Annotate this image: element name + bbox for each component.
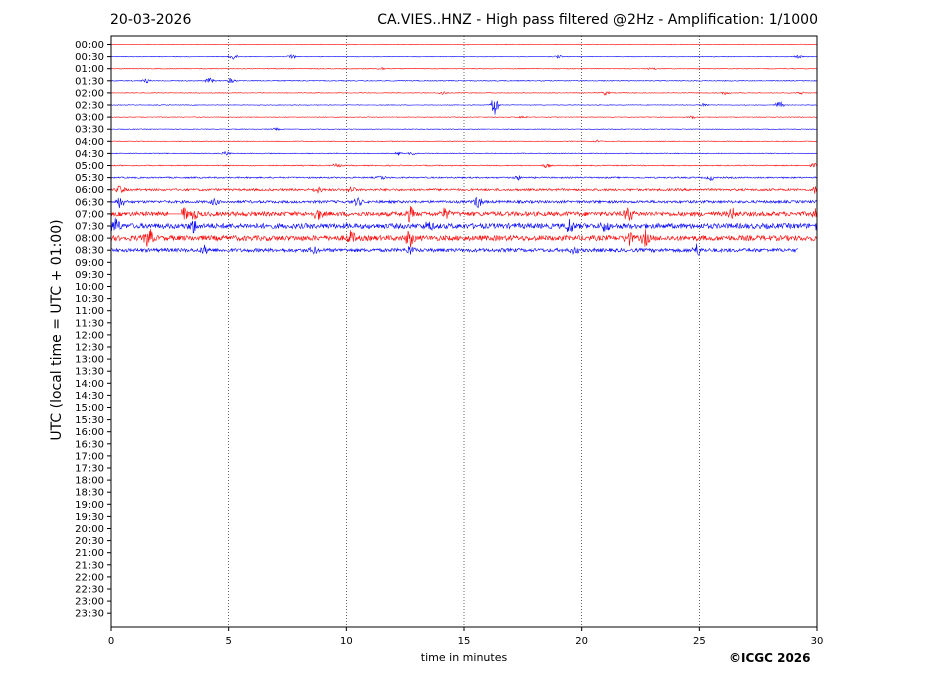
y-tick-label: 05:00 [75,161,104,172]
trace-0030 [110,53,817,60]
y-tick-label: 07:00 [75,209,104,220]
y-tick-label: 05:30 [75,173,104,184]
y-tick-label: 00:30 [75,52,104,63]
x-tick-label-15: 15 [458,636,471,647]
trace-0230 [110,100,817,115]
y-tick-label: 02:30 [75,101,104,112]
y-tick-label: 02:00 [75,88,104,99]
y-tick-label: 14:30 [75,391,104,402]
y-tick-label: 20:00 [75,524,104,535]
copyright-credit: ©ICGC 2026 [729,651,811,665]
y-tick-label: 12:00 [75,330,104,341]
y-tick-label: 08:30 [75,246,104,257]
y-tick-label: 13:30 [75,367,104,378]
y-tick-label: 04:00 [75,137,104,148]
y-tick-label: 20:30 [75,536,104,547]
y-tick-label: 06:00 [75,185,104,196]
x-tick-label-10: 10 [340,636,353,647]
y-tick-label: 13:00 [75,355,104,366]
y-tick-label: 18:00 [75,476,104,487]
y-tick-label: 11:00 [75,306,104,317]
x-tick-group: 0 5 10 15 20 25 30 [108,627,824,647]
trace-0400 [111,139,817,143]
y-tick-label: 08:00 [75,234,104,245]
trace-0130 [110,77,817,84]
trace-0430 [110,150,817,156]
y-tick-label: 06:30 [75,197,104,208]
y-tick-label: 01:30 [75,76,104,87]
chart-title: CA.VIES..HNZ - High pass filtered @2Hz -… [377,12,818,28]
trace-0330 [110,127,817,131]
y-tick-label: 17:00 [75,451,104,462]
y-tick-label: 21:30 [75,560,104,571]
y-tick-label: 15:00 [75,403,104,414]
y-tick-label: 14:00 [75,379,104,390]
x-axis-label: time in minutes [420,651,508,664]
y-tick-label: 19:30 [75,512,104,523]
x-tick-label-5: 5 [225,636,231,647]
y-tick-label: 03:30 [75,125,104,136]
y-tick-label: 15:30 [75,415,104,426]
trace-0200 [111,91,817,96]
trace-0300 [110,115,817,120]
chart-date: 20-03-2026 [110,12,192,28]
trace-group [110,43,817,256]
y-tick-label: 03:00 [75,113,104,124]
y-tick-label: 01:00 [75,64,104,75]
trace-0530 [110,175,817,182]
y-tick-label: 22:30 [75,585,104,596]
y-tick-label: 22:00 [75,572,104,583]
y-tick-label: 12:30 [75,343,104,354]
x-tick-label-25: 25 [693,636,706,647]
vertical-grid-lines [228,36,700,627]
x-tick-label-30: 30 [811,636,824,647]
trace-0600 [110,185,817,194]
y-tick-label: 19:00 [75,500,104,511]
trace-0800 [110,229,817,248]
y-tick-label: 21:00 [75,548,104,559]
trace-0100 [110,67,817,71]
x-tick-label-0: 0 [108,636,114,647]
y-tick-label: 09:30 [75,270,104,281]
trace-0700 [110,205,817,223]
y-tick-label: 04:30 [75,149,104,160]
y-tick-label: 16:00 [75,427,104,438]
y-tick-label: 00:00 [75,40,104,51]
trace-0830 [110,243,799,256]
y-tick-label: 17:30 [75,464,104,475]
y-tick-label: 23:30 [75,609,104,620]
trace-0730 [110,217,817,234]
y-tick-label: 18:30 [75,488,104,499]
y-tick-label: 16:30 [75,439,104,450]
y-tick-label: 23:00 [75,597,104,608]
y-tick-label: 07:30 [75,222,104,233]
y-tick-label: 10:30 [75,294,104,305]
x-tick-label-20: 20 [575,636,588,647]
y-tick-label: 09:00 [75,258,104,269]
trace-0630 [110,196,817,209]
trace-0500 [110,162,817,168]
y-tick-label: 11:30 [75,318,104,329]
y-tick-label: 10:00 [75,282,104,293]
trace-0000 [110,43,817,46]
plot-frame [110,35,818,628]
